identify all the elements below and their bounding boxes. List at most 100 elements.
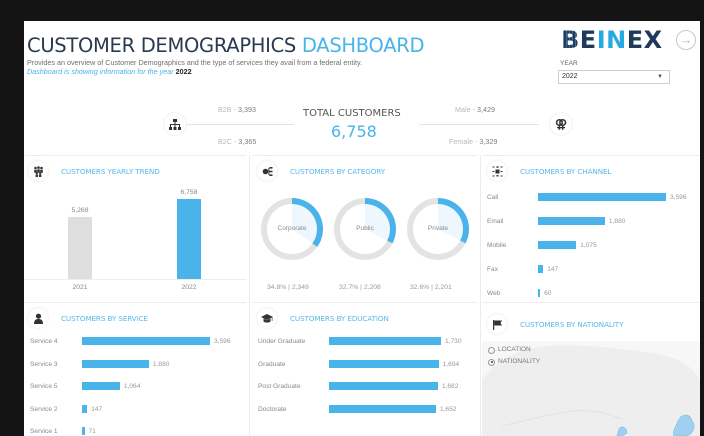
logo-ex: EX [626,26,663,54]
page-title: CUSTOMER DEMOGRAPHICS DASHBOARD [27,34,425,57]
window-edge [700,21,704,436]
card-title: CUSTOMERS BY EDUCATION [290,313,389,323]
trend-bar-2021 [68,216,92,279]
channel-chart: Call 3,596 Email 1,880 Mobile 1,075 Fax 147 Web 6… [483,156,700,299]
kpi-divider-left [174,124,294,125]
kpi-b2c-label: B2C - [218,137,239,146]
card-category: CUSTOMERS BY CATEGORY Corporate 34.8% | 2… [253,155,477,300]
bar-value-label: 60 [544,290,552,297]
trend-category-label: 2021 [72,284,88,291]
bar-category-label: Doctorate [258,405,287,413]
flag-icon [487,314,507,334]
radio-label: LOCATION [498,346,531,353]
bar-row-email: Email 1,880 [487,217,675,226]
donut-svg [334,198,396,260]
title-accent: DASHBOARD [301,34,425,57]
bar-row-service-2: Service 2 147 [30,404,218,414]
bar [538,289,541,297]
chart-baseline [24,279,246,280]
bar-row-mobile: Mobile 1,075 [487,241,675,250]
bar-value-label: 1,682 [441,383,459,390]
kpi-female: Female - 3,329 [449,137,497,146]
nationality-map[interactable] [482,341,700,436]
donut-value-label: 32.6% | 2,201 [410,284,452,291]
donut-value-label: 34.8% | 2,349 [267,284,309,291]
education-chart: Under Graduate 1,730 Graduate 1,694 Post Gra… [253,303,477,435]
bar-row-doctorate: Doctorate 1,652 [258,404,456,414]
radio-nationality[interactable]: NATIONALITY [488,358,540,366]
year-select-value: 2022 [562,73,578,80]
bar-value-label: 1,064 [123,383,141,390]
logo-b: B [561,26,580,54]
donut-private: Private [405,196,471,262]
bar-value-label: 1,652 [439,405,457,413]
card-header: CUSTOMERS BY SERVICE [28,308,148,328]
card-header: CUSTOMERS BY CATEGORY [257,161,385,181]
donut-corporate: Corporate [259,196,325,262]
radio-location[interactable]: LOCATION [488,346,531,354]
year-filter-label: YEAR [560,60,578,67]
column-divider-1 [249,155,250,436]
bar [82,337,210,345]
bar-value-label: 1,694 [442,360,460,368]
kpi-total-value: 6,758 [331,122,377,141]
bar-row-graduate: Graduate 1,694 [258,359,459,369]
trend-category-label: 2022 [181,284,197,291]
beinex-logo: BEINEX [561,26,663,54]
map-background [482,345,700,436]
year-select[interactable]: 2022 ▼ [558,70,670,84]
card-title: CUSTOMERS BY CHANNEL [520,166,612,176]
donut-arc-private [437,198,469,244]
card-header: CUSTOMERS BY EDUCATION [257,308,389,328]
bar-category-label: Service 5 [30,383,58,390]
bar-value-label: 3,596 [214,338,231,345]
bar-category-label: Mobile [487,242,507,249]
group-icon [28,161,48,181]
year-note-text: Dashboard is showing information for the… [27,67,174,76]
bar-value-label: 147 [91,405,103,413]
logo-e: E [579,26,597,54]
category-chart: Corporate 34.8% | 2,349 Public 32.7% | 2,20… [253,156,477,299]
bar-row-post-graduate: Post Graduate 1,682 [258,382,458,391]
year-note-value: 2022 [175,67,192,76]
bar-row-service-5: Service 5 1,064 [30,382,218,391]
year-note: Dashboard is showing information for the… [27,67,192,76]
bar-value-label: 1,880 [152,360,170,368]
person-icon [28,308,48,328]
bar [329,359,439,368]
service-chart: Service 4 3,596 Service 3 1,880 Service 5 1,0… [24,303,246,435]
dashboard-panel: CUSTOMER DEMOGRAPHICS DASHBOARD Provides… [24,21,700,436]
kpi-b2b-value: 3,393 [237,105,256,114]
bar-category-label: Call [487,194,499,201]
title-main: CUSTOMER DEMOGRAPHICS [27,34,297,57]
donut-arc-public [364,198,396,244]
bar-category-label: Post Graduate [258,383,301,390]
bar [329,337,441,345]
bar-value-label: 147 [547,266,559,273]
card-education: CUSTOMERS BY EDUCATION Under Graduate 1,7… [253,302,477,436]
bar [82,404,88,413]
card-title: CUSTOMERS BY CATEGORY [290,166,386,176]
kpi-b2b-label: B2B - [218,105,238,114]
bar [82,359,149,368]
bar-row-call: Call 3,596 [487,193,687,202]
donut-center-label: Public [356,225,374,232]
bar-value-label: 1,880 [608,218,626,225]
kpi-b2b: B2B - 3,393 [218,105,256,114]
donut-value-label: 32.7% | 2,208 [339,284,381,291]
kpi-title: TOTAL CUSTOMERS [303,108,401,119]
bar-row-service-1: Service 1 71 [30,427,218,436]
radio-dot-selected [488,358,495,366]
card-header: CUSTOMERS BY CHANNEL [487,161,611,181]
kpi-b2c-value: 3,365 [238,137,257,146]
bar-category-label: Web [487,290,501,297]
bar-row-fax: Fax 147 [487,265,675,274]
page-subtitle: Provides an overview of Customer Demogra… [27,58,363,67]
trend-bar-2022 [177,199,201,279]
bar [329,382,438,390]
bar-value-label: 3,596 [670,194,687,201]
donut-center-label: Private [427,225,449,232]
bar [538,265,544,273]
arrow-right-circle-icon[interactable]: → [676,30,696,50]
bar-category-label: Service 2 [30,405,58,413]
